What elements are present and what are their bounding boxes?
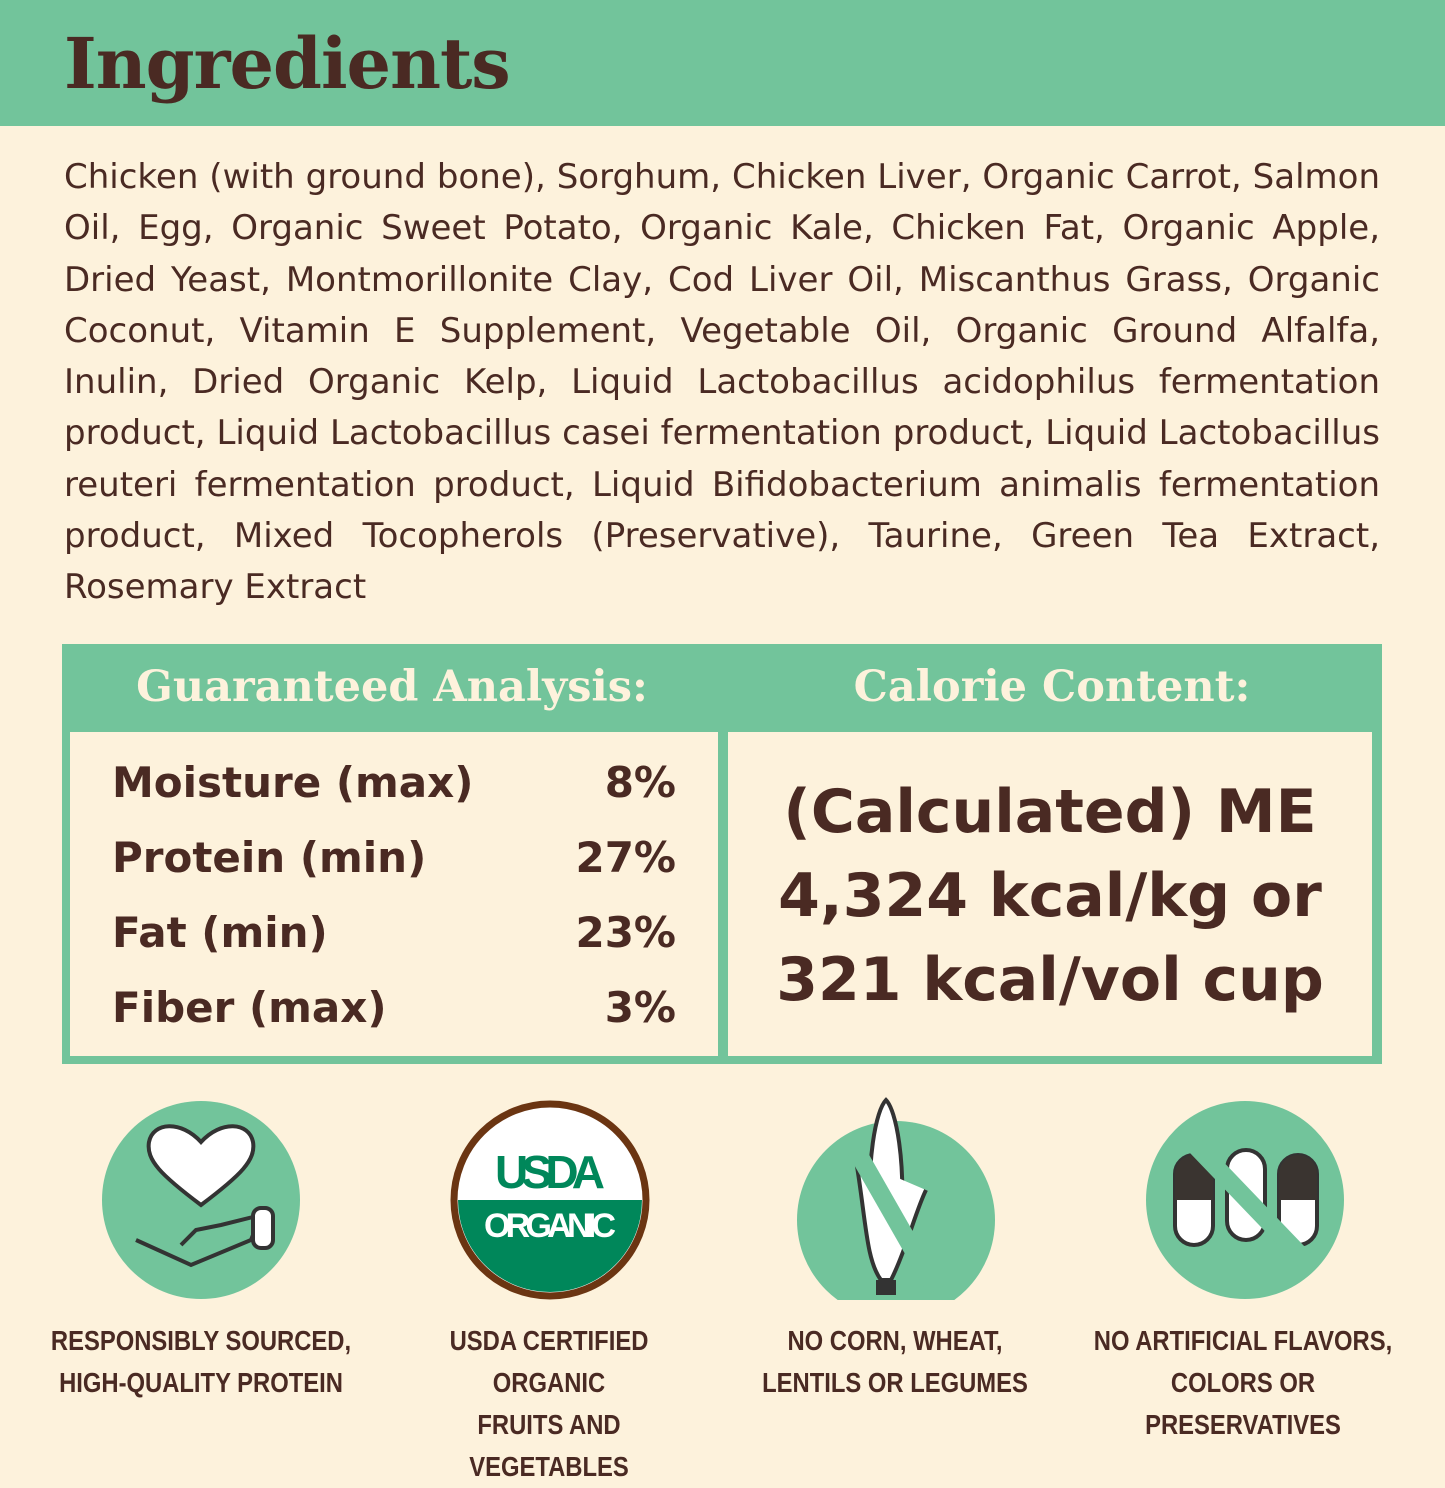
calorie-box: (Calculated) ME 4,324 kcal/kg or 321 kca… (728, 732, 1372, 1056)
analysis-panel: Guaranteed Analysis: Calorie Content: Mo… (62, 644, 1382, 1064)
row-value: 3% (604, 983, 676, 1032)
no-pills-icon (1146, 1101, 1344, 1299)
badge-caption: NO ARTIFICIAL FLAVORS, COLORS OR PRESERVA… (1093, 1325, 1393, 1440)
header-banner: Ingredients (0, 0, 1445, 126)
row-label: Protein (min) (112, 833, 427, 882)
analysis-title: Guaranteed Analysis: (136, 662, 648, 712)
row-value: 23% (575, 908, 676, 957)
calorie-title: Calorie Content: (853, 662, 1251, 712)
no-corn-icon (797, 1097, 995, 1300)
badge-caption: RESPONSIBLY SOURCED, HIGH-QUALITY PROTEIN (50, 1325, 352, 1398)
row-value: 8% (604, 758, 676, 807)
svg-text:USDA: USDA (495, 1146, 605, 1198)
row-label: Fat (min) (112, 908, 328, 957)
page-title: Ingredients (64, 22, 511, 105)
analysis-row: Fiber (max) 3% (112, 983, 676, 1032)
analysis-table: Moisture (max) 8% Protein (min) 27% Fat (m… (70, 732, 718, 1056)
row-label: Moisture (max) (112, 758, 474, 807)
badge-caption: USDA CERTIFIED ORGANIC FRUITS AND VEGETAB… (449, 1325, 649, 1482)
badge-caption: NO CORN, WHEAT, LENTILS OR LEGUMES (762, 1325, 1028, 1398)
calorie-text: (Calculated) ME 4,324 kcal/kg or 321 kca… (728, 770, 1372, 1022)
analysis-row: Moisture (max) 8% (112, 758, 676, 807)
row-value: 27% (575, 833, 676, 882)
analysis-row: Fat (min) 23% (112, 908, 676, 957)
calorie-line: 321 kcal/vol cup (776, 945, 1324, 1015)
svg-text:ORGANIC: ORGANIC (484, 1207, 616, 1245)
row-label: Fiber (max) (112, 983, 387, 1032)
calorie-line: (Calculated) ME (783, 777, 1317, 847)
ingredients-list: Chicken (with ground bone), Sorghum, Chi… (64, 157, 1380, 608)
usda-organic-seal: USDA ORGANIC (450, 1100, 650, 1300)
heart-hand-icon (102, 1101, 300, 1299)
calorie-line: 4,324 kcal/kg or (778, 861, 1322, 931)
analysis-row: Protein (min) 27% (112, 833, 676, 882)
